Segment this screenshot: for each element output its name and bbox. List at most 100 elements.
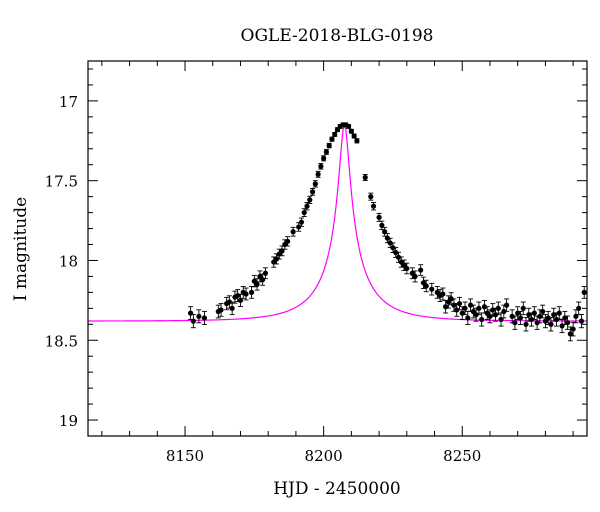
data-marker — [576, 305, 582, 311]
data-point — [298, 217, 305, 227]
data-point — [534, 315, 540, 330]
y-tick-label: 18 — [59, 252, 78, 270]
data-marker — [479, 316, 485, 323]
data-point — [229, 301, 235, 316]
data-point — [301, 208, 307, 217]
data-marker — [384, 235, 390, 241]
data-point — [501, 304, 507, 319]
data-point — [251, 275, 257, 288]
data-marker — [465, 315, 471, 321]
data-marker — [273, 256, 280, 262]
data-point — [351, 133, 357, 139]
data-marker — [476, 305, 482, 311]
data-marker — [304, 203, 310, 209]
data-point — [556, 306, 562, 321]
data-marker — [237, 297, 244, 303]
data-point — [545, 310, 551, 325]
data-marker — [248, 289, 255, 295]
data-marker — [578, 318, 585, 324]
data-points-layer — [187, 122, 587, 342]
data-marker — [218, 307, 224, 313]
data-point — [323, 149, 330, 155]
data-marker — [540, 308, 546, 315]
data-marker — [187, 310, 194, 316]
data-point — [309, 188, 316, 196]
data-point — [479, 312, 485, 327]
data-marker — [512, 320, 518, 326]
data-marker — [390, 245, 396, 251]
data-marker — [332, 131, 338, 138]
data-point — [456, 296, 463, 311]
data-marker — [370, 203, 377, 209]
data-marker — [553, 316, 560, 323]
data-marker — [323, 149, 330, 155]
data-point — [307, 195, 313, 204]
data-marker — [562, 315, 568, 321]
data-marker — [321, 155, 327, 161]
data-marker — [326, 142, 332, 149]
data-marker — [545, 315, 551, 321]
x-tick-label: 8200 — [305, 447, 343, 465]
data-point — [484, 306, 490, 321]
data-marker — [548, 321, 554, 327]
data-marker — [379, 222, 385, 228]
data-point — [290, 226, 296, 237]
data-point — [318, 163, 324, 170]
data-point — [454, 303, 460, 317]
data-point — [418, 264, 424, 276]
data-point — [423, 279, 429, 293]
data-point — [395, 251, 402, 263]
data-point — [248, 286, 255, 299]
data-point — [312, 180, 318, 188]
data-point — [304, 202, 310, 211]
data-marker — [526, 312, 532, 318]
data-marker — [487, 313, 493, 319]
data-marker — [354, 138, 360, 144]
data-point — [512, 315, 518, 330]
data-marker — [531, 310, 537, 316]
data-marker — [556, 310, 562, 316]
data-marker — [551, 312, 557, 318]
data-marker — [312, 181, 318, 187]
data-point — [218, 303, 224, 317]
data-marker — [515, 310, 521, 316]
data-point — [553, 312, 560, 327]
data-marker — [296, 224, 302, 230]
model-curve-layer — [87, 122, 587, 322]
data-marker — [467, 302, 474, 308]
data-marker — [348, 128, 354, 134]
data-marker — [351, 133, 357, 139]
model-curve — [87, 122, 587, 322]
data-marker — [523, 321, 529, 327]
data-marker — [260, 277, 266, 283]
x-tick-label: 8150 — [166, 447, 204, 465]
data-point — [404, 262, 410, 275]
data-point — [531, 306, 537, 321]
data-point — [412, 270, 418, 283]
data-marker — [387, 240, 393, 246]
data-point — [540, 304, 546, 319]
data-marker — [285, 238, 291, 244]
data-marker — [418, 267, 424, 273]
data-point — [326, 142, 332, 149]
data-point — [315, 170, 321, 178]
data-point — [548, 317, 554, 332]
data-marker — [345, 123, 352, 130]
data-point — [332, 131, 338, 138]
data-marker — [429, 286, 435, 292]
data-marker — [517, 315, 524, 321]
data-point — [190, 314, 196, 329]
data-marker — [456, 300, 463, 307]
data-point — [481, 300, 488, 314]
data-marker — [501, 308, 507, 315]
data-point — [528, 312, 535, 327]
axes-layer: 8150 8200 8250 17 17.5 18 18.5 19 — [45, 60, 588, 465]
data-marker — [254, 281, 260, 288]
data-point — [285, 236, 291, 247]
data-point — [576, 301, 582, 316]
data-marker — [362, 174, 368, 181]
data-marker — [298, 219, 305, 225]
data-point — [445, 295, 451, 309]
data-point — [462, 301, 468, 316]
data-marker — [495, 305, 501, 311]
